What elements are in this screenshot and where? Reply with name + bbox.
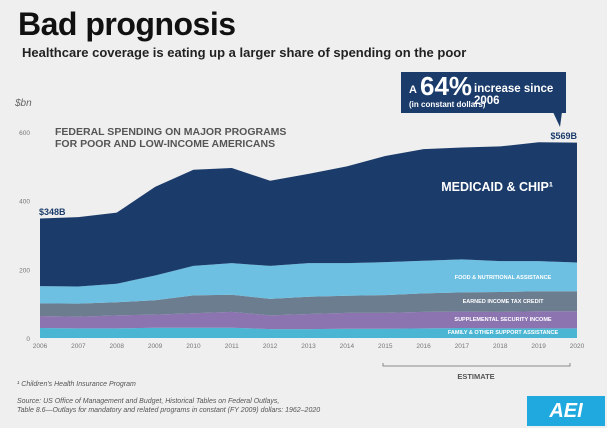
x-tick-label: 2012 — [263, 343, 278, 350]
area-layers — [40, 142, 577, 338]
aei-logo: AEI — [527, 396, 605, 426]
series-label-eitc: EARNED INCOME TAX CREDIT — [463, 299, 545, 305]
callout-subtext: (in constant dollars) — [409, 100, 486, 109]
x-tick-label: 2010 — [186, 343, 201, 350]
x-tick-label: 2011 — [225, 343, 239, 350]
series-label-food: FOOD & NUTRITIONAL ASSISTANCE — [455, 275, 552, 281]
x-tick-label: 2015 — [378, 343, 393, 350]
start-total-label: $348B — [39, 207, 66, 217]
series-label-ssi: SUPPLEMENTAL SECURITY INCOME — [454, 317, 552, 323]
x-tick-label: 2016 — [416, 343, 431, 350]
x-axis-ticks: 2006 2007 2008 2009 2010 2011 2012 2013 2014 2015… — [33, 343, 585, 350]
x-tick-label: 2006 — [33, 343, 48, 350]
x-tick-label: 2017 — [455, 343, 470, 350]
x-tick-label: 2007 — [71, 343, 86, 350]
y-axis-ticks: 0 200 400 600 — [19, 130, 30, 343]
area-food-nutritional-assistance — [40, 259, 577, 304]
x-tick-label: 2019 — [531, 343, 546, 350]
y-tick-label: 200 — [19, 267, 30, 274]
area-family-other-support-assistance — [40, 327, 577, 338]
area-medicaid-chip — [40, 142, 577, 287]
series-label-family: FAMILY & OTHER SUPPORT ASSISTANCE — [448, 330, 559, 336]
x-tick-label: 2009 — [148, 343, 163, 350]
y-tick-label: 0 — [26, 336, 30, 343]
callout-text: increase since 2006 — [474, 83, 554, 107]
end-total-label: $569B — [550, 131, 577, 141]
callout-prefix: A — [409, 84, 417, 96]
callout-percent: 64% — [420, 71, 473, 101]
callout-pointer — [553, 112, 562, 127]
page-title: Bad prognosis — [18, 6, 236, 42]
estimate-bracket — [382, 363, 571, 367]
x-tick-label: 2014 — [340, 343, 355, 350]
source-line-1: Source: US Office of Management and Budg… — [17, 398, 280, 405]
area-earned-income-tax-credit — [40, 291, 577, 317]
x-tick-label: 2008 — [109, 343, 124, 350]
x-tick-label: 2018 — [493, 343, 508, 350]
series-label-medicaid: MEDICAID & CHIP¹ — [441, 180, 553, 194]
chart-title-line-1: FEDERAL SPENDING ON MAJOR PROGRAMS — [55, 126, 286, 138]
page-subtitle: Healthcare coverage is eating up a large… — [22, 45, 467, 60]
y-axis-unit: $bn — [15, 98, 32, 109]
footnote: ¹ Children's Health Insurance Program — [17, 381, 136, 388]
y-tick-label: 400 — [19, 199, 30, 206]
source-line-2: Table 8.6—Outlays for mandatory and rela… — [17, 407, 321, 414]
chart-title-line-2: FOR POOR AND LOW-INCOME AMERICANS — [55, 138, 275, 150]
x-tick-label: 2020 — [570, 343, 585, 350]
estimate-label: ESTIMATE — [457, 372, 494, 381]
increase-callout: A 64% increase since 2006 (in constant d… — [401, 71, 566, 113]
y-tick-label: 600 — [19, 130, 30, 137]
area-supplemental-security-income — [40, 311, 577, 330]
x-tick-label: 2013 — [301, 343, 316, 350]
